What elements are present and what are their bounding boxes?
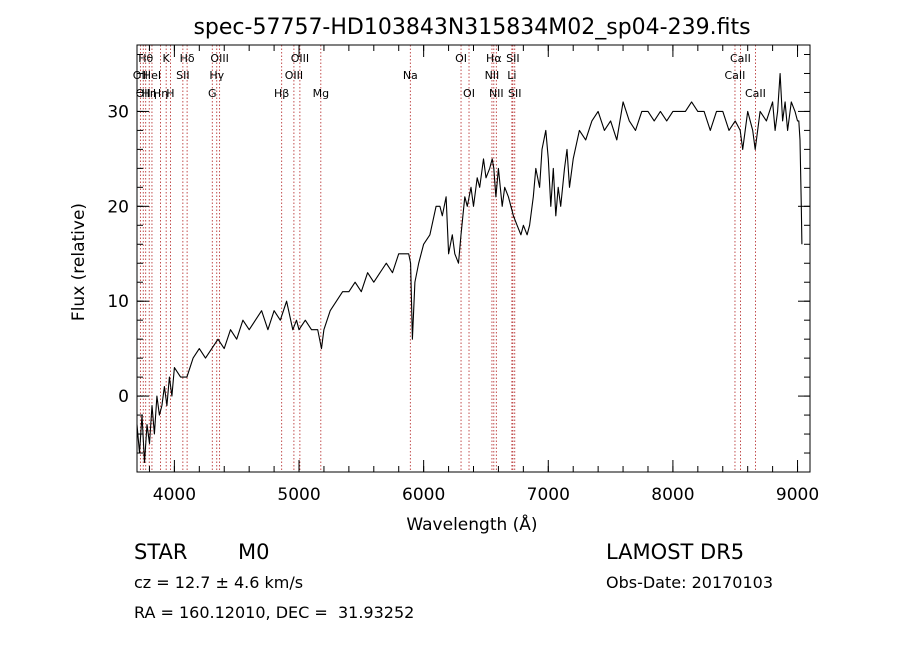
y-axis-label: Flux (relative): [69, 203, 89, 321]
x-tick-label: 5000: [277, 485, 320, 505]
spectral-line-label: OI: [463, 87, 475, 100]
plot-frame: [136, 44, 811, 473]
x-tick-label: 8000: [651, 485, 694, 505]
spectral-line-label: G: [208, 87, 217, 100]
spectrum-line: [136, 72, 803, 464]
spectral-line-label: OI: [455, 52, 467, 65]
survey-name: LAMOST DR5: [606, 540, 745, 564]
spectral-line-label: H: [166, 87, 174, 100]
spectral-line-label: OII: [133, 69, 148, 82]
x-tick-label: 6000: [402, 485, 445, 505]
spectral-line-label: Hγ: [209, 69, 224, 82]
spectral-line-label: Mg: [313, 87, 329, 100]
redshift-velocity: cz = 12.7 ± 4.6 km/s: [134, 573, 304, 592]
spectral-line-label: Hα: [486, 52, 502, 65]
spectral-line-label: NII: [489, 87, 504, 100]
observation-date: Obs-Date: 20170103: [606, 573, 774, 592]
spectral-line-label: K: [163, 52, 171, 65]
spectral-line-label: OIII: [210, 52, 228, 65]
coordinates: RA = 160.12010, DEC = 31.93252: [134, 603, 415, 622]
spectral-line-label: OIII: [291, 52, 309, 65]
spectral-line-label: CaII: [725, 69, 746, 82]
spectral-line-label: Li: [507, 69, 516, 82]
spectral-line-label: Na: [403, 69, 418, 82]
y-tick-label: 10: [107, 292, 129, 312]
x-tick-label: 7000: [527, 485, 570, 505]
spectral-line-label: Hδ: [180, 52, 195, 65]
spectral-line-label: Hη: [142, 87, 157, 100]
subclass: M0: [238, 540, 270, 564]
spectral-line-label: HeI: [143, 69, 161, 82]
spectral-line-label: OIII: [285, 69, 303, 82]
spectral-line-label: SII: [508, 87, 521, 100]
spectral-line-label: Hθ: [138, 52, 153, 65]
y-tick-label: 30: [107, 102, 129, 122]
spectral-line-label: Hη: [153, 87, 168, 100]
spectral-line-label: Hβ: [274, 87, 289, 100]
spectral-line-label: OII: [136, 87, 151, 100]
spectral-line-label: SII: [506, 52, 519, 65]
y-tick-label: 0: [118, 387, 129, 407]
spectral-line-label: CaII: [730, 52, 751, 65]
chart-title: spec-57757-HD103843N315834M02_sp04-239.f…: [193, 15, 750, 40]
x-tick-label: 9000: [776, 485, 819, 505]
spectral-line-label: NII: [485, 69, 500, 82]
x-axis-label: Wavelength (Å): [406, 513, 537, 535]
y-tick-label: 20: [107, 197, 129, 217]
x-tick-label: 4000: [153, 485, 196, 505]
spectral-line-label: SII: [176, 69, 189, 82]
spectral-line-label: CaII: [745, 87, 766, 100]
object-class: STAR: [134, 540, 188, 564]
